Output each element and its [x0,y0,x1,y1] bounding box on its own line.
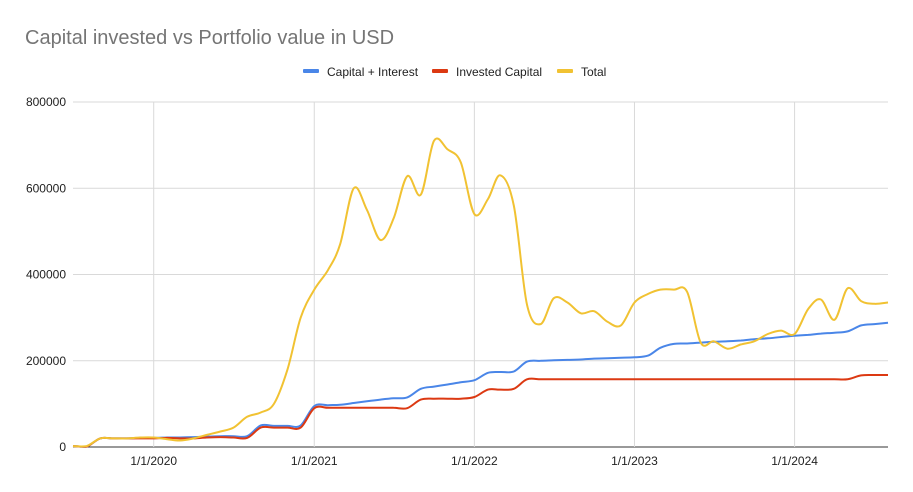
x-tick-label: 1/1/2022 [451,454,498,468]
legend: Capital + Interest Invested Capital Tota… [303,65,606,79]
plot-area [72,137,889,448]
y-axis-ticks: 0 200000 400000 600000 800000 [26,95,66,454]
x-tick-label: 1/1/2024 [771,454,818,468]
series-line-invested-capital [72,373,889,448]
series-line-total [72,137,889,448]
y-tick-label: 600000 [26,181,66,195]
legend-item-total[interactable]: Total [557,65,606,79]
legend-swatch-total [557,69,573,73]
legend-label-total: Total [581,65,606,79]
chart-title: Capital invested vs Portfolio value in U… [25,27,394,49]
y-tick-label: 0 [59,440,66,454]
legend-item-invested-capital[interactable]: Invested Capital [432,65,542,79]
legend-item-capital-interest[interactable]: Capital + Interest [303,65,419,79]
x-tick-label: 1/1/2021 [291,454,338,468]
legend-label-capital-interest: Capital + Interest [327,65,419,79]
x-axis-ticks: 1/1/2020 1/1/2021 1/1/2022 1/1/2023 1/1/2024 [130,454,818,468]
legend-label-invested-capital: Invested Capital [456,65,542,79]
y-tick-label: 400000 [26,268,66,282]
legend-swatch-invested-capital [432,69,448,73]
y-tick-label: 800000 [26,95,66,109]
gridlines [73,101,888,448]
x-tick-label: 1/1/2020 [130,454,177,468]
x-tick-label: 1/1/2023 [611,454,658,468]
y-tick-label: 200000 [26,354,66,368]
legend-swatch-capital-interest [303,69,319,73]
